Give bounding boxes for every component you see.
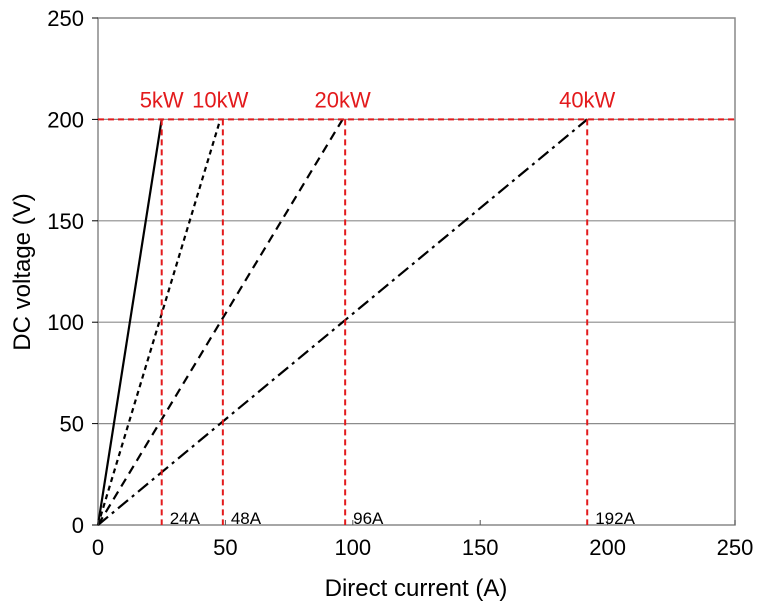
y-tick-label: 200 bbox=[47, 107, 84, 132]
x-tick-label: 250 bbox=[717, 535, 754, 560]
x-axis-title: Direct current (A) bbox=[325, 575, 508, 602]
y-tick-label: 150 bbox=[47, 209, 84, 234]
power-label: 20kW bbox=[314, 87, 370, 112]
y-tick-label: 0 bbox=[72, 513, 84, 538]
series-line-40kW bbox=[97, 118, 588, 526]
x-tick-label: 100 bbox=[334, 535, 371, 560]
current-label: 192A bbox=[595, 509, 635, 528]
series-group bbox=[96, 118, 588, 526]
series-line-10kW bbox=[96, 119, 222, 526]
plot-area bbox=[97, 17, 736, 526]
x-axis-ticks: 0 50 100 150 200 250 bbox=[92, 520, 753, 560]
power-label: 10kW bbox=[192, 87, 248, 112]
series-line-20kW bbox=[97, 118, 344, 526]
current-label: 48A bbox=[231, 509, 262, 528]
y-axis-ticks: 0 50 100 150 200 250 bbox=[47, 6, 98, 538]
gridlines bbox=[98, 118, 735, 425]
x-tick-label: 50 bbox=[213, 535, 237, 560]
series-line-5kW bbox=[96, 119, 163, 526]
power-label: 40kW bbox=[559, 87, 615, 112]
x-tick-label: 150 bbox=[462, 535, 499, 560]
y-axis-title: DC voltage (V) bbox=[9, 193, 36, 350]
reference-lines bbox=[98, 118, 735, 525]
x-tick-label: 0 bbox=[92, 535, 104, 560]
x-tick-label: 200 bbox=[589, 535, 626, 560]
annotations: 5kW 10kW 20kW 40kW 24A 48A 96A 192A bbox=[140, 87, 636, 528]
current-label: 24A bbox=[170, 509, 201, 528]
y-tick-label: 250 bbox=[47, 6, 84, 31]
y-tick-label: 50 bbox=[60, 412, 84, 437]
power-label: 5kW bbox=[140, 87, 184, 112]
current-label: 96A bbox=[353, 509, 384, 528]
y-tick-label: 100 bbox=[47, 310, 84, 335]
